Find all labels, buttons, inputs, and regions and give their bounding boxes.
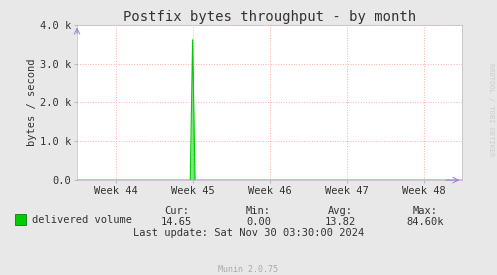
Text: Munin 2.0.75: Munin 2.0.75 — [219, 265, 278, 274]
Text: 13.82: 13.82 — [325, 217, 356, 227]
Text: Min:: Min: — [246, 206, 271, 216]
Text: Avg:: Avg: — [328, 206, 353, 216]
Title: Postfix bytes throughput - by month: Postfix bytes throughput - by month — [123, 10, 416, 24]
Text: delivered volume: delivered volume — [32, 215, 132, 225]
Y-axis label: bytes / second: bytes / second — [27, 59, 37, 146]
Text: Max:: Max: — [413, 206, 437, 216]
Text: Cur:: Cur: — [164, 206, 189, 216]
Text: Last update: Sat Nov 30 03:30:00 2024: Last update: Sat Nov 30 03:30:00 2024 — [133, 228, 364, 238]
Text: 84.60k: 84.60k — [406, 217, 444, 227]
Text: 0.00: 0.00 — [246, 217, 271, 227]
Text: 14.65: 14.65 — [161, 217, 192, 227]
Text: RRDTOOL / TOBI OETIKER: RRDTOOL / TOBI OETIKER — [488, 63, 494, 157]
